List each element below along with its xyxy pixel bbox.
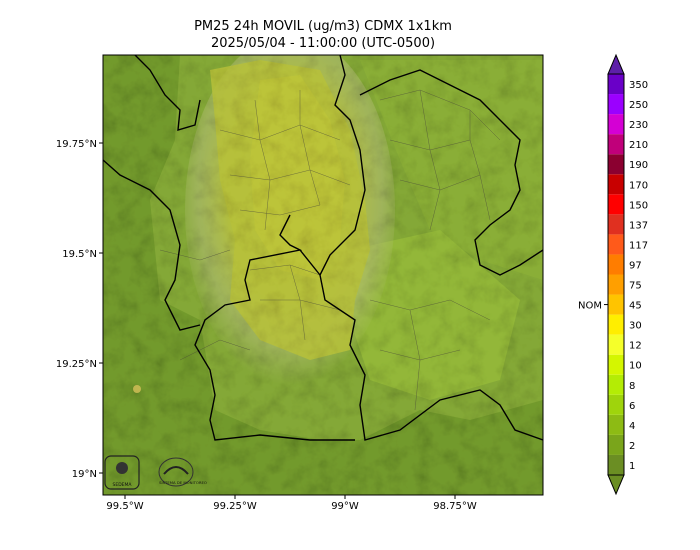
colorbar-level-label: 150 xyxy=(629,200,648,211)
lat-tick-label: 19.25°N xyxy=(56,359,97,370)
lon-tick-label: 99.25°W xyxy=(213,501,257,512)
colorbar-segment xyxy=(608,314,624,335)
colorbar-level-label: 10 xyxy=(629,361,642,372)
sedema-logo-text: SEDEMA xyxy=(113,482,133,488)
colorbar-segment xyxy=(608,254,624,275)
colorbar-level-label: 6 xyxy=(629,401,635,412)
lon-tick-label: 98.75°W xyxy=(433,501,477,512)
colorbar-level-label: 190 xyxy=(629,160,648,171)
colorbar-segment xyxy=(608,274,624,295)
nom-label: NOM xyxy=(578,301,602,312)
colorbar-level-label: 30 xyxy=(629,321,642,332)
colorbar-segment xyxy=(608,134,624,155)
map-area[interactable] xyxy=(103,35,543,495)
municipal-boundaries xyxy=(159,89,501,411)
colorbar-segment xyxy=(608,114,624,135)
colorbar-segment xyxy=(608,334,624,355)
map-subtitle: 2025/05/04 - 11:00:00 (UTC-0500) xyxy=(210,36,436,51)
colorbar-extend-high xyxy=(607,53,625,75)
colorbar-level-label: 137 xyxy=(629,220,648,231)
colorbar-segment xyxy=(608,354,624,375)
colorbar-level-label: 8 xyxy=(629,381,635,392)
colorbar-level-label: 4 xyxy=(629,421,635,432)
colorbar-segment xyxy=(608,294,624,315)
colorbar-level-label: 117 xyxy=(629,240,648,251)
longitude-axis: 99.5°W 99.25°W 99°W 98.75°W xyxy=(106,495,477,512)
lat-tick-label: 19.5°N xyxy=(62,249,97,260)
colorbar-extend-low xyxy=(607,474,625,496)
colorbar-segment xyxy=(608,94,624,115)
colorbar-segment xyxy=(608,194,624,215)
colorbar-level-label: 2 xyxy=(629,441,635,452)
colorbar-segment xyxy=(608,374,624,395)
colorbar-level-label: 12 xyxy=(629,341,642,352)
colorbar-segment xyxy=(608,234,624,255)
colorbar-segment xyxy=(608,414,624,435)
colorbar-segment xyxy=(608,74,624,95)
colorbar-level-label: 97 xyxy=(629,260,642,271)
lon-tick-label: 99.5°W xyxy=(106,501,143,512)
colorbar-level-label: 210 xyxy=(629,140,648,151)
map-title: PM25 24h MOVIL (ug/m3) CDMX 1x1km xyxy=(194,19,452,34)
colorbar-segment xyxy=(608,154,624,175)
colorbar-segment xyxy=(608,454,624,475)
colorbar-level-label: 350 xyxy=(629,80,648,91)
terrain-shading xyxy=(103,55,543,495)
colorbar-segment xyxy=(608,174,624,195)
colorbar-level-label: 75 xyxy=(629,281,642,292)
sedema-logo: SEDEMA xyxy=(104,455,140,490)
colorbar-level-label: 45 xyxy=(629,301,642,312)
colorbar-level-label: 170 xyxy=(629,180,648,191)
colorbar-level-label: 1 xyxy=(629,461,635,472)
lat-tick-label: 19°N xyxy=(72,469,97,480)
monitoring-logo-text: SISTEMA DE MONITOREO xyxy=(159,480,207,485)
colorbar-segment xyxy=(608,214,624,235)
colorbar-segment xyxy=(608,394,624,415)
colorbar-frame xyxy=(607,73,625,476)
latitude-axis: 19.75°N 19.5°N 19.25°N 19°N xyxy=(56,139,103,480)
state-boundaries xyxy=(103,55,543,441)
colorbar-segment xyxy=(608,434,624,455)
map-frame xyxy=(102,54,544,496)
colorbar-level-label: 230 xyxy=(629,120,648,131)
lon-tick-label: 99°W xyxy=(331,501,359,512)
local-hotspot xyxy=(133,385,141,393)
monitoring-logo: SISTEMA DE MONITOREO xyxy=(158,457,207,487)
colorbar: 1246810123045759711713715017019021023025… xyxy=(578,53,648,496)
colorbar-level-label: 250 xyxy=(629,100,648,111)
lat-tick-label: 19.75°N xyxy=(56,139,97,150)
